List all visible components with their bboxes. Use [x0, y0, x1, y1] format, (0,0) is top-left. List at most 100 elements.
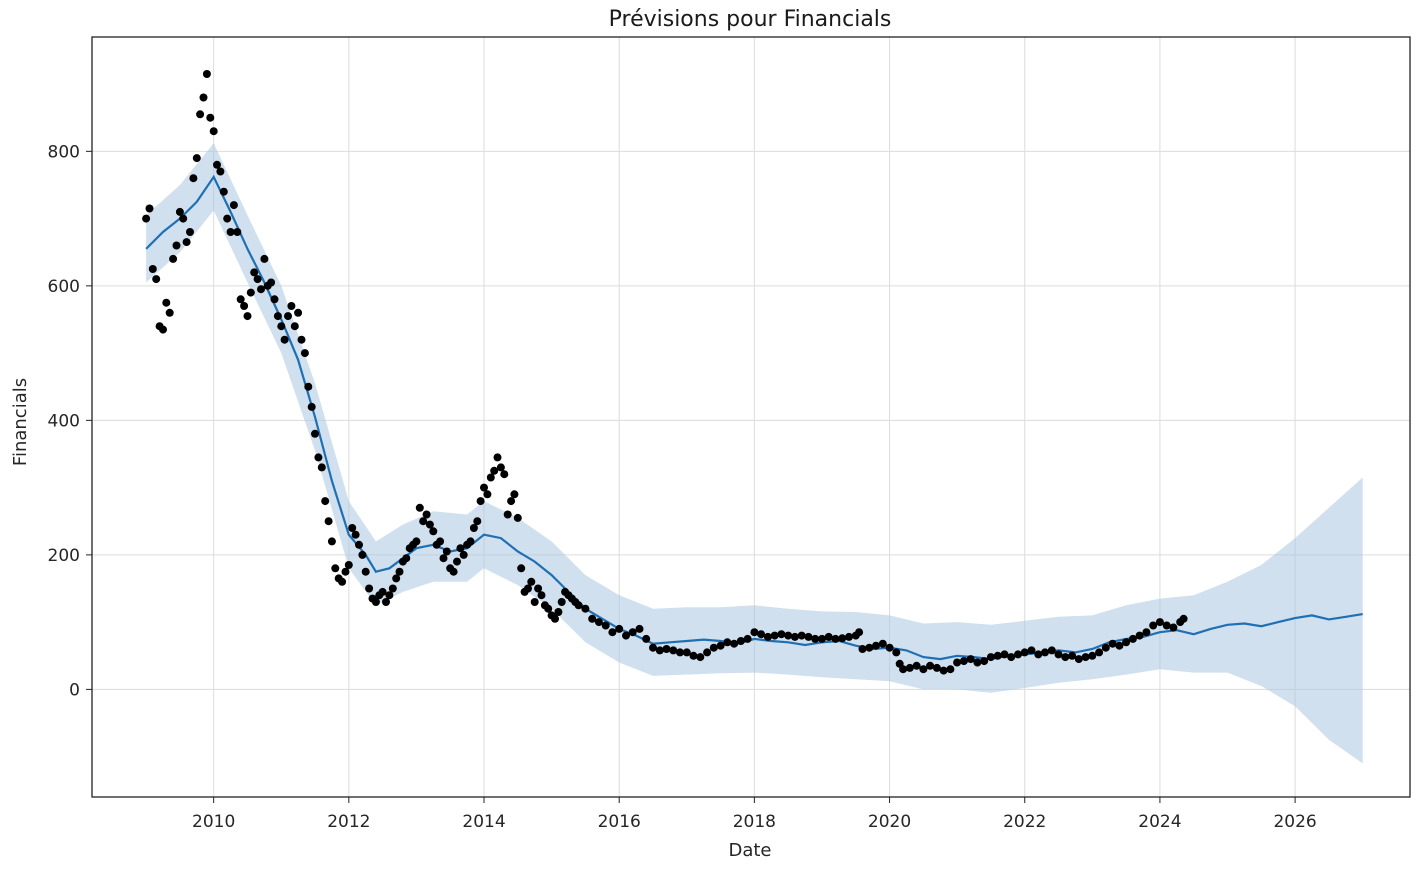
- data-point: [554, 608, 563, 616]
- data-point: [763, 632, 772, 641]
- data-point: [496, 463, 505, 472]
- data-point: [199, 93, 208, 102]
- data-point: [953, 658, 962, 667]
- data-point: [642, 634, 651, 643]
- data-point: [324, 517, 333, 526]
- data-point: [1061, 653, 1070, 662]
- data-point: [392, 574, 401, 583]
- data-point: [152, 275, 161, 284]
- observed-points: [142, 70, 1188, 675]
- data-point: [743, 634, 752, 643]
- data-point: [858, 645, 867, 653]
- data-point: [537, 591, 546, 600]
- data-point: [297, 335, 306, 344]
- data-point: [1020, 648, 1029, 657]
- data-point: [899, 665, 908, 674]
- data-point: [327, 537, 336, 546]
- axis-ticks: 2010 2012 2014 2016 2018 2020 2022 2024 2026 0 200…: [48, 142, 1317, 832]
- data-point: [172, 241, 181, 250]
- data-point: [277, 322, 286, 331]
- data-point: [730, 639, 739, 648]
- data-point: [831, 634, 840, 643]
- data-point: [175, 207, 184, 216]
- data-point: [412, 537, 421, 546]
- data-point: [1115, 641, 1124, 650]
- data-point: [300, 349, 309, 358]
- data-point: [1047, 646, 1056, 655]
- data-point: [371, 598, 380, 606]
- data-point: [466, 537, 475, 546]
- data-point: [267, 278, 276, 287]
- data-point: [865, 643, 874, 652]
- data-point: [402, 554, 411, 563]
- y-tick-label: 200: [48, 546, 80, 566]
- data-point: [662, 645, 671, 653]
- chart-title: Prévisions pour Financials: [609, 7, 892, 32]
- data-point: [845, 632, 853, 641]
- data-point: [1074, 655, 1083, 664]
- data-point: [284, 312, 292, 321]
- data-point: [1014, 650, 1022, 659]
- x-tick-label: 2024: [1138, 812, 1181, 832]
- data-point: [1041, 648, 1049, 657]
- data-point: [429, 527, 438, 536]
- data-point: [388, 584, 397, 593]
- gridlines: [92, 37, 1410, 797]
- data-point: [473, 517, 482, 526]
- data-point: [872, 641, 880, 650]
- data-point: [449, 567, 458, 576]
- data-point: [385, 591, 394, 600]
- data-point: [777, 630, 786, 639]
- x-tick-label: 2016: [598, 812, 641, 832]
- data-point: [219, 187, 228, 196]
- data-point: [581, 604, 590, 613]
- data-point: [1000, 650, 1009, 659]
- data-point: [1081, 653, 1090, 662]
- data-point: [246, 288, 255, 297]
- data-point: [1054, 650, 1063, 659]
- data-point: [314, 453, 323, 462]
- data-point: [165, 308, 174, 317]
- y-tick-label: 800: [48, 142, 80, 162]
- y-tick-label: 600: [48, 277, 80, 297]
- data-point: [1007, 653, 1016, 662]
- data-point: [331, 564, 340, 573]
- data-point: [557, 598, 566, 606]
- data-point: [885, 643, 894, 652]
- data-point: [1068, 651, 1077, 660]
- data-point: [527, 577, 536, 586]
- data-point: [257, 285, 265, 294]
- data-point: [148, 265, 157, 273]
- data-point: [361, 567, 370, 576]
- data-point: [236, 295, 245, 304]
- data-point: [966, 655, 975, 664]
- data-point: [1101, 643, 1110, 652]
- data-point: [811, 634, 820, 643]
- data-point: [189, 174, 198, 183]
- data-point: [723, 638, 732, 647]
- data-point: [1162, 621, 1171, 630]
- data-point: [655, 646, 664, 655]
- data-point: [892, 648, 901, 657]
- data-point: [145, 204, 154, 213]
- data-point: [1027, 646, 1036, 655]
- data-point: [456, 544, 465, 553]
- data-point: [425, 520, 434, 529]
- x-tick-label: 2010: [192, 812, 235, 832]
- data-point: [273, 312, 282, 321]
- data-point: [395, 567, 404, 576]
- data-point: [321, 497, 330, 506]
- data-point: [202, 70, 211, 78]
- data-point: [442, 547, 451, 556]
- data-point: [750, 628, 759, 637]
- data-point: [703, 648, 712, 657]
- data-point: [682, 648, 691, 657]
- data-point: [213, 160, 221, 169]
- data-point: [993, 651, 1002, 660]
- data-point: [196, 110, 205, 119]
- data-point: [192, 154, 201, 163]
- data-point: [419, 517, 428, 526]
- data-point: [439, 554, 448, 563]
